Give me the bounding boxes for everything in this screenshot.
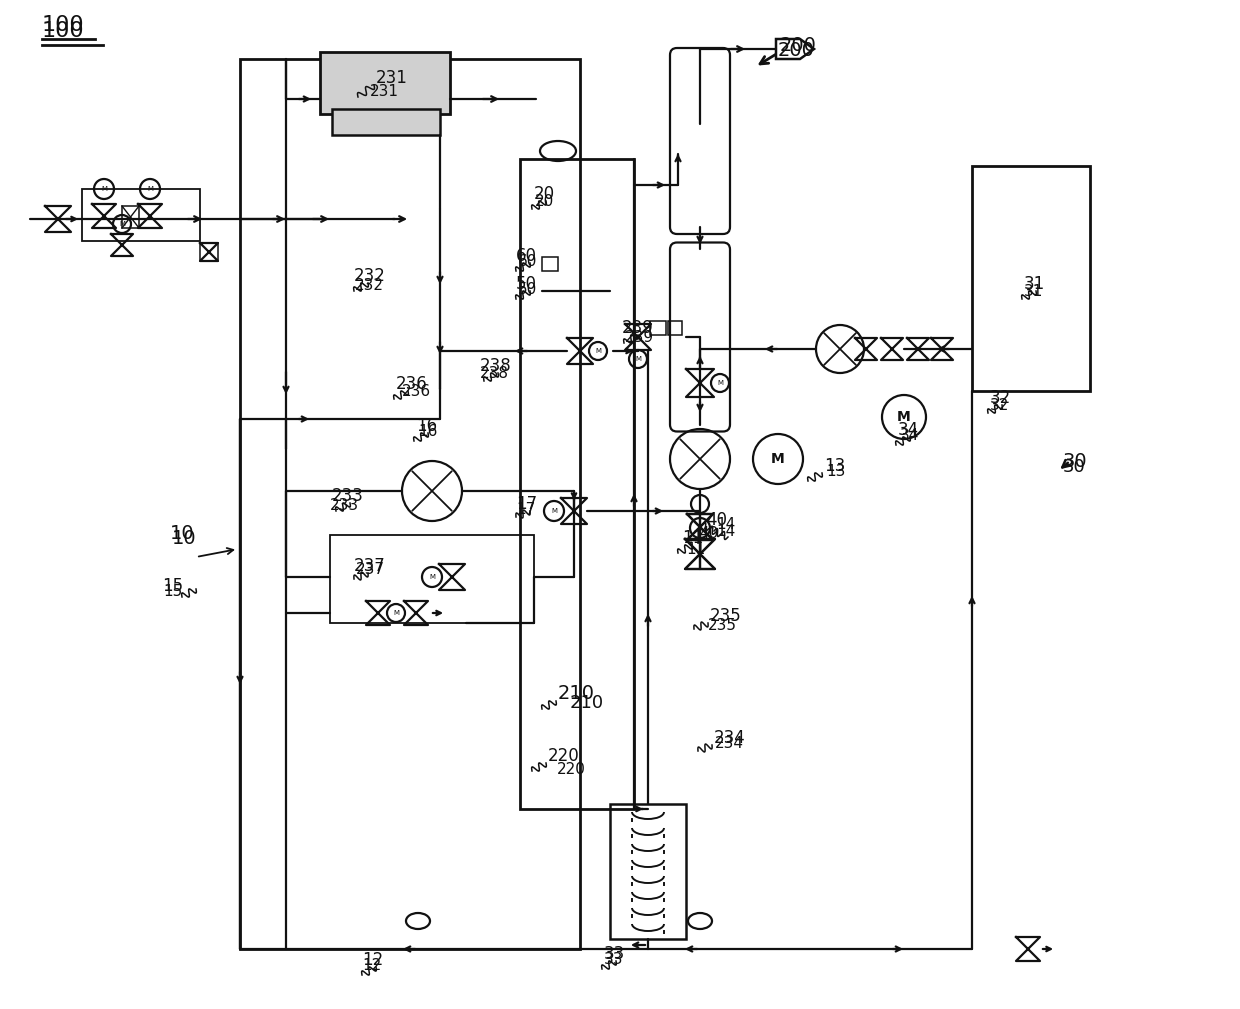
Bar: [82, 189, 200, 241]
Text: 231: 231: [376, 69, 408, 87]
Bar: [972, 166, 1090, 391]
Text: 239: 239: [622, 319, 653, 337]
Text: 231: 231: [370, 84, 399, 99]
Text: 50: 50: [518, 282, 537, 297]
Text: 238: 238: [480, 357, 512, 375]
Text: 30: 30: [1061, 452, 1086, 471]
Text: 238: 238: [480, 365, 508, 380]
Bar: [200, 243, 218, 261]
Text: 31: 31: [1024, 284, 1043, 299]
Text: 32: 32: [990, 399, 1009, 414]
Text: 100: 100: [42, 15, 84, 35]
Bar: [668, 321, 682, 335]
Bar: [332, 109, 440, 135]
Bar: [122, 206, 139, 228]
Text: 15: 15: [162, 583, 182, 598]
Text: 60: 60: [516, 247, 537, 265]
Text: 33: 33: [604, 951, 624, 967]
Text: M: M: [119, 221, 125, 227]
Text: 40: 40: [706, 511, 727, 529]
Text: 220: 220: [557, 762, 585, 777]
Bar: [520, 159, 634, 809]
Text: 200: 200: [780, 36, 817, 55]
Text: 239: 239: [625, 330, 655, 344]
Text: M: M: [551, 508, 557, 514]
Text: 13: 13: [825, 457, 846, 475]
Text: 237: 237: [353, 557, 386, 575]
Text: 20: 20: [534, 185, 556, 203]
Text: M: M: [393, 610, 399, 616]
Text: M: M: [635, 356, 641, 362]
Text: 11: 11: [682, 529, 703, 547]
Text: 16: 16: [415, 417, 438, 435]
Text: 210: 210: [558, 684, 595, 703]
Text: 15: 15: [162, 577, 184, 595]
Text: 60: 60: [518, 253, 537, 268]
Bar: [330, 535, 534, 623]
Text: M: M: [595, 348, 601, 354]
Text: 11: 11: [686, 543, 706, 558]
Text: M: M: [717, 380, 723, 386]
Text: 31: 31: [1024, 275, 1045, 293]
Text: M: M: [897, 410, 911, 424]
Text: 236: 236: [402, 383, 432, 399]
Text: 10: 10: [172, 530, 197, 549]
Text: 16: 16: [418, 425, 438, 440]
Text: M: M: [148, 186, 153, 192]
Text: 10: 10: [170, 524, 195, 543]
Text: 235: 235: [711, 607, 742, 625]
Bar: [542, 257, 558, 271]
Text: 13: 13: [826, 464, 846, 479]
Text: 236: 236: [396, 375, 428, 393]
Text: 233: 233: [332, 487, 363, 504]
Text: 233: 233: [330, 497, 360, 513]
Text: 50: 50: [516, 275, 537, 293]
Text: 34: 34: [900, 429, 919, 444]
Text: 237: 237: [356, 562, 384, 577]
Text: 14: 14: [715, 517, 735, 532]
Text: M: M: [429, 574, 435, 580]
Bar: [650, 321, 666, 335]
Text: M: M: [771, 452, 785, 466]
Text: 32: 32: [990, 389, 1012, 407]
Text: 17: 17: [516, 502, 536, 518]
Bar: [241, 59, 580, 949]
Text: 12: 12: [362, 951, 383, 969]
Text: 220: 220: [548, 747, 580, 765]
Text: 40: 40: [699, 526, 718, 541]
Text: 210: 210: [570, 694, 604, 712]
Text: 34: 34: [898, 421, 919, 439]
Text: 12: 12: [362, 958, 381, 973]
Bar: [610, 804, 686, 939]
Text: 234: 234: [715, 736, 744, 751]
Text: 33: 33: [604, 945, 625, 963]
Text: 235: 235: [708, 618, 737, 633]
Text: 234: 234: [714, 728, 745, 747]
Text: 20: 20: [534, 194, 554, 209]
Text: 232: 232: [353, 267, 386, 285]
Bar: [320, 52, 450, 114]
Text: 30: 30: [1063, 458, 1086, 476]
Text: 232: 232: [355, 277, 384, 293]
Text: M: M: [100, 186, 107, 192]
Text: 14: 14: [715, 524, 735, 539]
Text: 200: 200: [777, 41, 815, 61]
Polygon shape: [776, 39, 813, 59]
Text: 17: 17: [516, 495, 537, 513]
Text: 100: 100: [42, 21, 84, 41]
